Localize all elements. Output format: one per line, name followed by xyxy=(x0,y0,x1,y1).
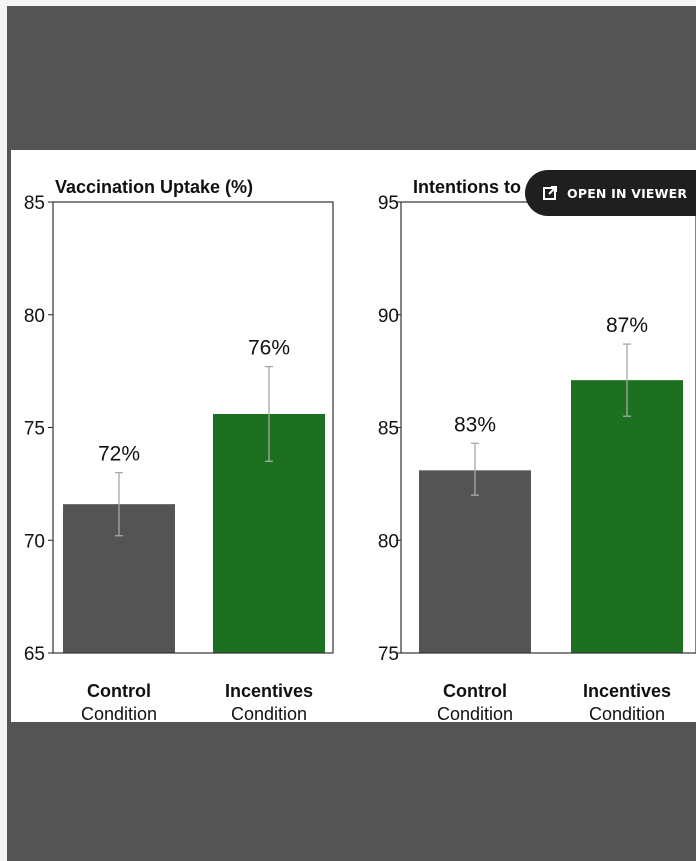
chart-2-category-sublabel-1: Condition xyxy=(437,704,513,722)
figure-panel: Vaccination Uptake (%) 65 70 75 80 85 72% Contr… xyxy=(11,150,696,722)
open-in-viewer-button[interactable]: OPEN IN VIEWER xyxy=(525,170,696,216)
chart-2-bar-1 xyxy=(419,470,531,653)
chart-2-y-tick-label-0: 75 xyxy=(378,644,399,665)
external-link-icon xyxy=(543,186,557,200)
chart-1-y-tick-label-3: 80 xyxy=(24,306,45,327)
chart-2-category-label-2: Incentives xyxy=(583,681,671,701)
chart-2-title: Intentions to xyxy=(413,177,521,197)
chart-2-category-sublabel-2: Condition xyxy=(589,704,665,722)
chart-2-category-label-1: Control xyxy=(443,681,507,701)
bar-chart-figure: Vaccination Uptake (%) 65 70 75 80 85 72% Contr… xyxy=(24,177,696,722)
chart-2-value-label-1: 83% xyxy=(454,413,496,436)
chart-2-value-label-2: 87% xyxy=(606,314,648,337)
chart-2-y-tick-label-3: 90 xyxy=(378,306,399,327)
open-in-viewer-label: OPEN IN VIEWER xyxy=(567,185,688,201)
top-edge-strip xyxy=(0,0,696,6)
chart-1-plot-frame xyxy=(52,201,334,654)
chart-1-y-tick-label-1: 70 xyxy=(24,531,45,552)
chart-1-category-label-1: Control xyxy=(87,681,151,701)
chart-2-bar-2 xyxy=(571,380,683,653)
chart-2-y-tick-label-4: 95 xyxy=(378,193,399,214)
chart-1-y-tick-label-4: 85 xyxy=(24,193,45,214)
chart-1-y-tick-label-2: 75 xyxy=(24,419,45,440)
chart-2-y-tick-label-1: 80 xyxy=(378,531,399,552)
chart-1-title: Vaccination Uptake (%) xyxy=(55,177,253,197)
chart-1-y-tick-label-0: 65 xyxy=(24,644,45,665)
chart-1-category-label-2: Incentives xyxy=(225,681,313,701)
chart-2-y-tick-label-2: 85 xyxy=(378,419,399,440)
chart-1-category-sublabel-2: Condition xyxy=(231,704,307,722)
chart-1-value-label-1: 72% xyxy=(98,443,140,466)
left-edge-strip xyxy=(0,0,7,861)
chart-1-category-sublabel-1: Condition xyxy=(81,704,157,722)
chart-1-value-label-2: 76% xyxy=(248,337,290,360)
